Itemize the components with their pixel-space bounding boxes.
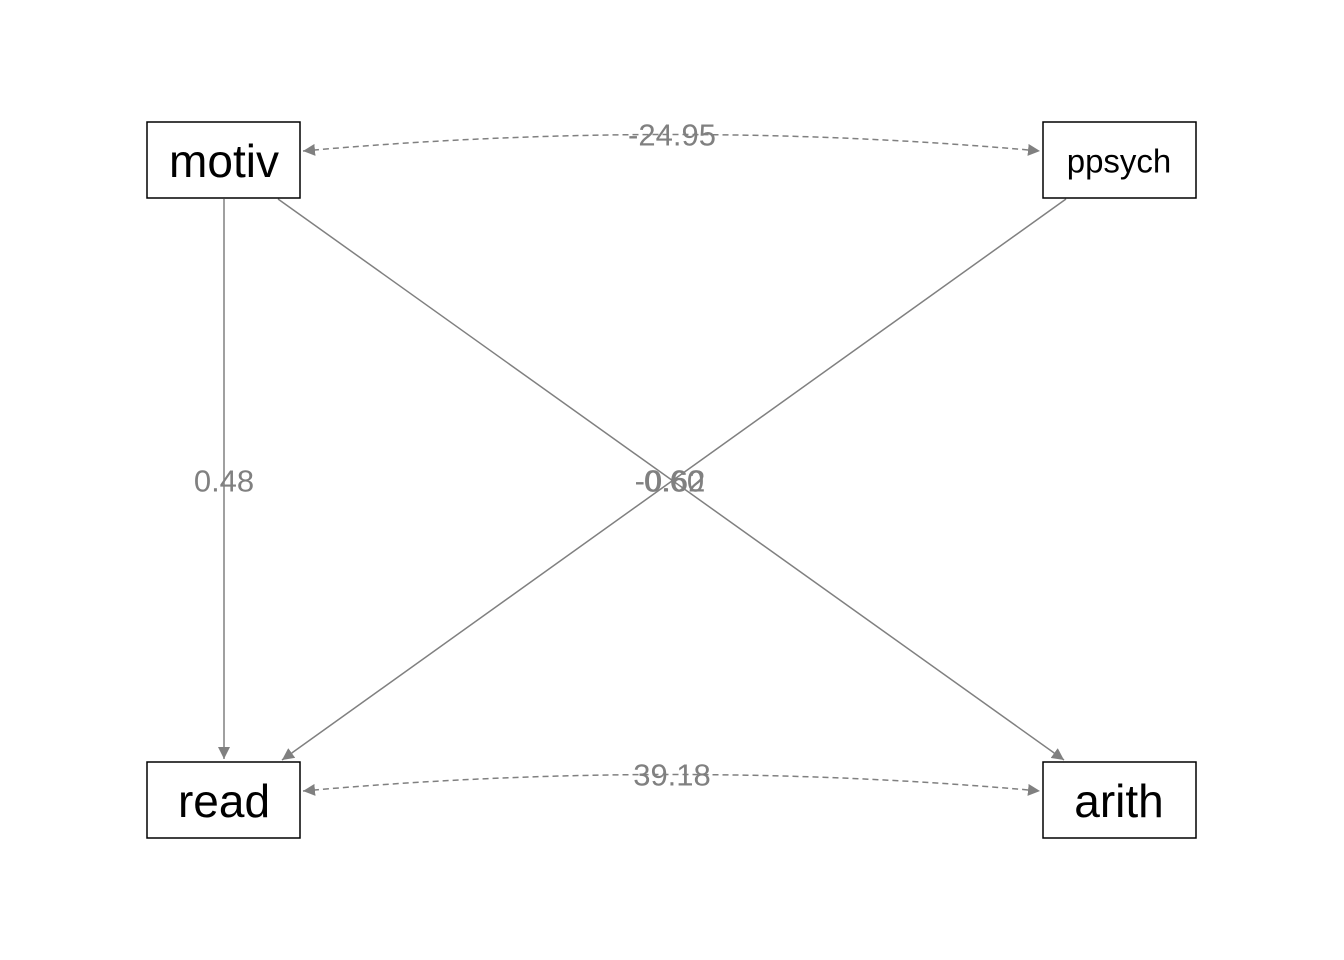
label-covariance-motiv-ppsych: -24.95 bbox=[628, 118, 716, 153]
node-motiv: motiv bbox=[146, 121, 301, 199]
label-path-motiv-arith: 0.60 bbox=[644, 464, 704, 499]
path-motiv-arith bbox=[277, 198, 1065, 761]
covariance-motiv-ppsych bbox=[302, 133, 1041, 156]
label-path-ppsych-read: -0.62 bbox=[635, 464, 706, 499]
node-motiv-label: motiv bbox=[169, 135, 279, 187]
label-covariance-read-arith: 39.18 bbox=[633, 758, 711, 793]
node-read: read bbox=[146, 761, 301, 839]
node-ppsych: ppsych bbox=[1042, 121, 1197, 199]
node-ppsych-label: ppsych bbox=[1067, 143, 1172, 180]
covariance-read-arith bbox=[302, 773, 1041, 796]
path-ppsych-read bbox=[281, 198, 1067, 761]
label-path-motiv-read: 0.48 bbox=[194, 464, 254, 499]
node-arith-label: arith bbox=[1074, 775, 1163, 827]
node-arith: arith bbox=[1042, 761, 1197, 839]
node-read-label: read bbox=[178, 775, 270, 827]
